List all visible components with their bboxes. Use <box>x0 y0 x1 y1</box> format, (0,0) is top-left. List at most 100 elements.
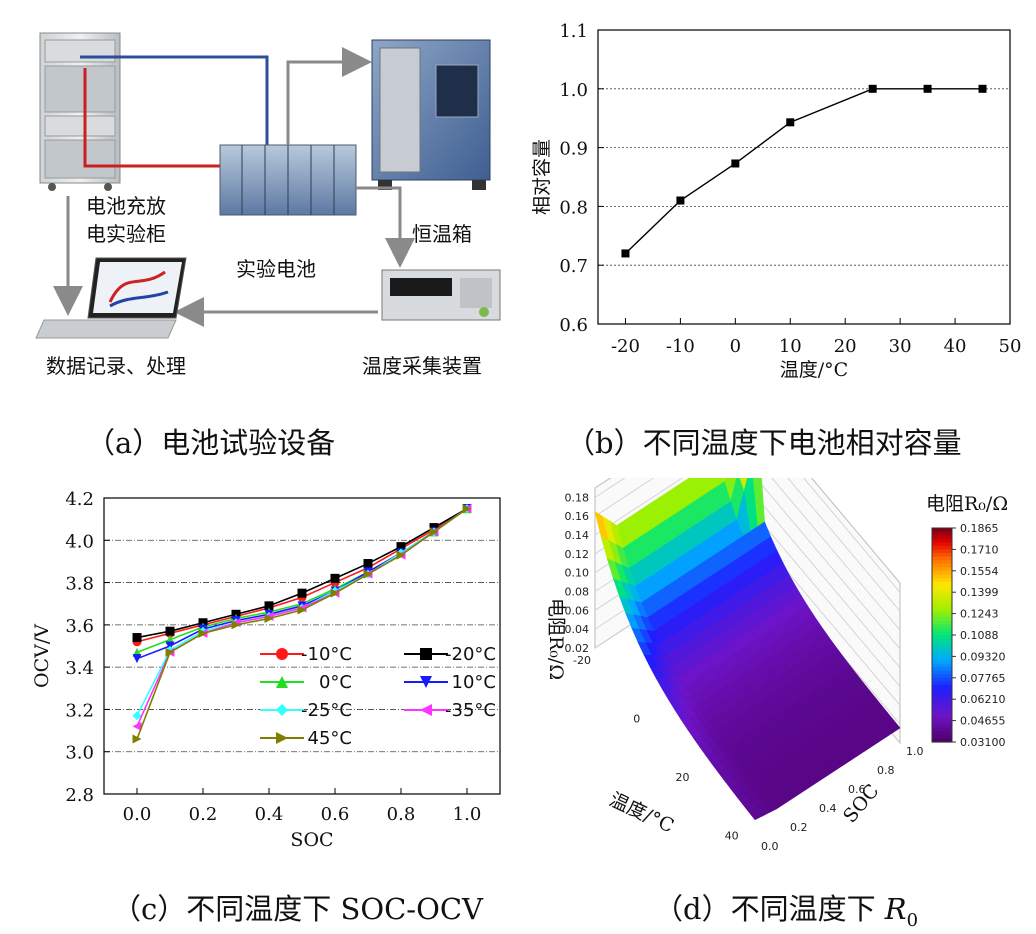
colorbar-segment <box>932 606 952 611</box>
capacity-point <box>868 84 877 93</box>
colorbar-segment <box>932 649 952 654</box>
series-point <box>165 647 175 657</box>
series-45c <box>132 504 472 744</box>
series-point <box>132 734 142 744</box>
soc-ocv-chart: 2.8 3.0 3.2 3.4 3.6 3.8 4.0 4.2 0.0 0.2 0.4 0.6 0.8 1… <box>31 489 501 851</box>
series-point <box>396 542 406 552</box>
colorbar-segment <box>932 674 952 679</box>
colorbar-segment <box>932 595 952 600</box>
colorbar-tick-label: 0.07765 <box>960 672 1006 685</box>
colorbar-segment <box>932 599 952 604</box>
series-10c <box>132 504 472 664</box>
colorbar-segment <box>932 645 952 650</box>
legend-item-45c: 45°C <box>260 728 352 749</box>
x-axis-title-b: 温度/°C <box>780 359 848 381</box>
legend-swatch-marker <box>420 676 432 688</box>
colorbar-segment <box>932 695 952 700</box>
capacity-point <box>621 249 630 258</box>
z-tick-label: 0.10 <box>565 567 590 580</box>
plot-frame-c <box>103 497 501 795</box>
test-battery <box>219 144 357 216</box>
x-tick-label-b: -20 <box>611 336 640 357</box>
colorbar-segment <box>932 542 952 547</box>
colorbar-segment <box>932 659 952 665</box>
series-line <box>136 507 468 643</box>
colorbar-segment <box>932 663 952 668</box>
caption-c: （c）不同温度下 SOC-OCV <box>112 892 483 926</box>
colorbar-segment <box>932 535 952 540</box>
colorbar-title: 电阻R₀/Ω <box>926 493 1008 515</box>
colorbar-segment <box>932 631 952 636</box>
y-tick-label-b: 0.9 <box>559 139 588 160</box>
y-axis-title-d: SOC <box>839 780 884 827</box>
z-tick-label: 0.18 <box>565 491 590 504</box>
colorbar-segment <box>932 677 952 682</box>
colorbar-tick-label: 0.06210 <box>960 693 1006 706</box>
x-tick-label-b: 50 <box>999 336 1022 357</box>
y-tick-label-c: 3.6 <box>65 616 94 637</box>
legend-swatch-marker <box>276 704 288 716</box>
colorbar-segment <box>932 656 952 661</box>
y-tick-label-b: 0.8 <box>559 197 588 218</box>
colorbar-segment <box>932 635 952 640</box>
legend-label: -25°C <box>301 700 352 721</box>
y-tick-label-b: 0.7 <box>559 256 588 277</box>
capacity-point <box>923 84 932 93</box>
series-point <box>297 605 307 615</box>
colorbar-segment <box>932 552 952 558</box>
panel-a: 电池充放 电实验柜 实验电池 恒温箱 数据记录、处理 温度采集装置 （a）电池试… <box>0 0 520 460</box>
caption-d: （d）不同温度下 R0 <box>654 886 918 931</box>
colorbar-segment <box>932 531 952 536</box>
series-point <box>198 628 208 638</box>
colorbar-segment <box>932 670 952 675</box>
surface-cell <box>748 808 763 821</box>
arrow-battery-to-chamber <box>286 47 372 145</box>
z-grid-line <box>594 478 901 593</box>
legend-label: -20°C <box>445 644 496 665</box>
series-line <box>136 507 468 727</box>
colorbar-tick-label: 0.1399 <box>960 586 999 599</box>
legend-label: -10°C <box>301 644 352 665</box>
colorbar-segment <box>932 692 952 697</box>
legend-label: 10°C <box>452 672 496 693</box>
colorbar-segment <box>932 734 952 740</box>
z-tick-label: 0.16 <box>565 510 590 523</box>
series-point <box>429 527 439 537</box>
colorbar-segment <box>932 602 952 608</box>
blue-wire <box>80 55 269 150</box>
caption-d-prefix: （d）不同温度下 <box>654 892 885 926</box>
colorbar-tick-label: 0.1088 <box>960 629 999 642</box>
legend-item--10c: -10°C <box>260 644 352 665</box>
y-tick-label-c: 4.0 <box>65 531 94 552</box>
colorbar-tick-label: 0.1865 <box>960 522 999 535</box>
colorbar-segment <box>932 538 952 543</box>
legend-swatch-marker <box>276 732 288 744</box>
colorbar-segment <box>932 638 952 643</box>
z-tick-label: 0.06 <box>565 604 590 617</box>
y-axis-title-b: 相对容量 <box>531 139 553 215</box>
y-tick-label-d: 0.2 <box>790 821 808 834</box>
arrow-chamber-to-collector <box>356 186 415 268</box>
legend-swatch-marker <box>420 648 432 660</box>
caption-d-sub: 0 <box>906 909 919 931</box>
colorbar-segment <box>932 709 952 715</box>
colorbar-segment <box>932 592 952 597</box>
capacity-point <box>676 196 685 205</box>
capacity-point <box>731 159 740 168</box>
colorbar-tick-label: 0.1243 <box>960 608 999 621</box>
y-tick-label-c: 3.8 <box>65 574 94 595</box>
colorbar-segment <box>932 556 952 561</box>
y-tick-label-d: 0.6 <box>848 783 866 796</box>
y-tick-label-b: 0.6 <box>559 315 588 336</box>
colorbar-segment <box>932 681 952 686</box>
legend-item-10c: 10°C <box>404 672 496 693</box>
x-tick-label-c: 0.6 <box>321 804 350 825</box>
x-axis-title-d: 温度/°C <box>606 789 677 838</box>
y-tick-label-d: 0.0 <box>761 840 779 853</box>
y-tick-label-c: 4.2 <box>65 489 94 510</box>
colorbar-tick-label: 0.03100 <box>960 736 1006 749</box>
colorbar-segment <box>932 560 952 565</box>
x-tick-label-b: 30 <box>889 336 912 357</box>
colorbar-tick-label: 0.1710 <box>960 543 999 556</box>
x-tick-label-b: 0 <box>730 336 741 357</box>
